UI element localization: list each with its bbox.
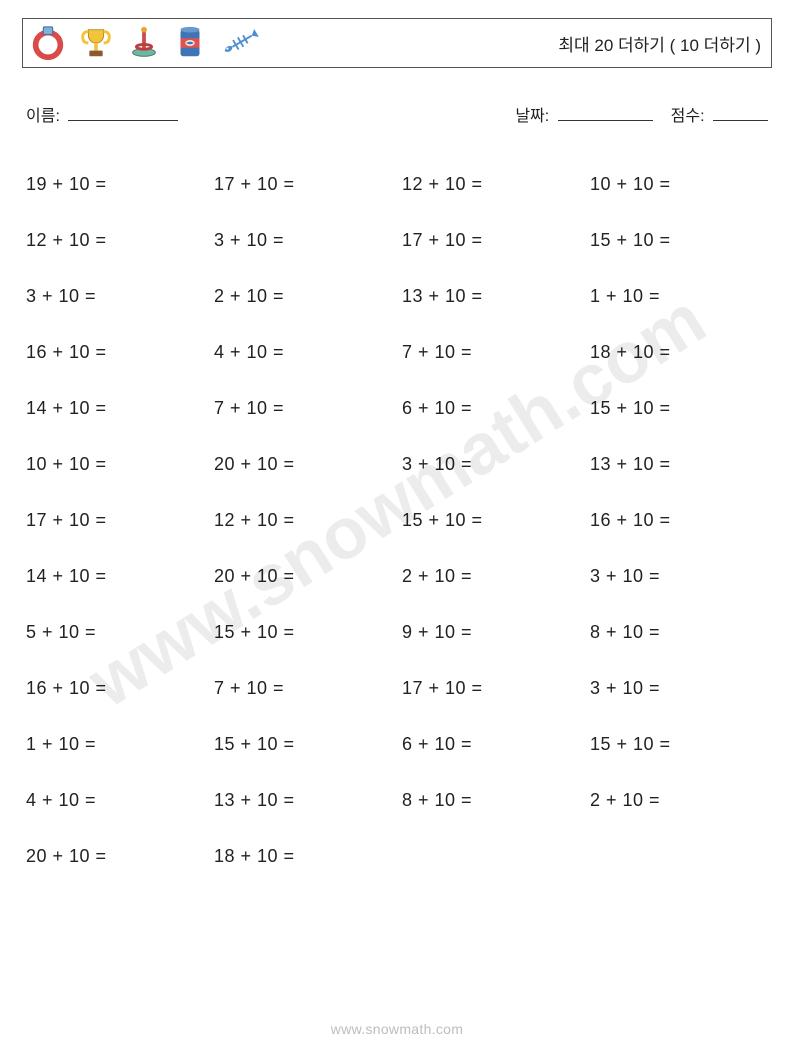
problem-cell: 4 + 10 = — [214, 324, 392, 380]
score-label: 점수: — [671, 108, 705, 125]
problem-cell: 2 + 10 = — [214, 268, 392, 324]
problem-cell: 3 + 10 = — [402, 436, 580, 492]
score-blank[interactable] — [713, 103, 768, 121]
problem-cell: 15 + 10 = — [214, 604, 392, 660]
problem-cell: 7 + 10 = — [214, 660, 392, 716]
problem-cell: 14 + 10 = — [26, 548, 204, 604]
header-box: 최대 20 더하기 ( 10 더하기 ) — [22, 18, 772, 68]
name-label: 이름: — [26, 108, 60, 125]
problem-cell: 16 + 10 = — [590, 492, 768, 548]
problem-cell: 17 + 10 = — [26, 492, 204, 548]
problem-cell: 10 + 10 = — [26, 436, 204, 492]
problem-cell: 8 + 10 = — [590, 604, 768, 660]
problem-cell: 17 + 10 = — [214, 156, 392, 212]
problem-cell: 3 + 10 = — [214, 212, 392, 268]
problem-cell: 12 + 10 = — [26, 212, 204, 268]
problem-cell: 6 + 10 = — [402, 716, 580, 772]
trophy-icon — [77, 24, 115, 62]
problem-cell: 16 + 10 = — [26, 324, 204, 380]
ring-icon — [29, 24, 67, 62]
problem-cell: 20 + 10 = — [26, 828, 204, 884]
problem-cell: 3 + 10 = — [590, 660, 768, 716]
meta-date: 날짜: — [515, 102, 652, 126]
problem-cell: 12 + 10 = — [214, 492, 392, 548]
problem-cell: 15 + 10 = — [590, 716, 768, 772]
problem-cell: 19 + 10 = — [26, 156, 204, 212]
problem-cell: 20 + 10 = — [214, 436, 392, 492]
worksheet-title: 최대 20 더하기 ( 10 더하기 ) — [558, 31, 761, 56]
problem-cell: 17 + 10 = — [402, 660, 580, 716]
problem-cell: 15 + 10 = — [214, 716, 392, 772]
problem-cell: 4 + 10 = — [26, 772, 204, 828]
problem-cell: 2 + 10 = — [402, 548, 580, 604]
problem-cell: 15 + 10 = — [590, 380, 768, 436]
problem-cell: 17 + 10 = — [402, 212, 580, 268]
problem-cell: 10 + 10 = — [590, 156, 768, 212]
footer-url: www.snowmath.com — [0, 1021, 794, 1037]
problem-cell: 1 + 10 = — [26, 716, 204, 772]
problems-grid: 19 + 10 =17 + 10 =12 + 10 =10 + 10 =12 +… — [22, 156, 772, 884]
problem-cell: 18 + 10 = — [214, 828, 392, 884]
problem-cell: 12 + 10 = — [402, 156, 580, 212]
problem-cell: 18 + 10 = — [590, 324, 768, 380]
name-blank[interactable] — [68, 103, 178, 121]
problem-cell: 3 + 10 = — [590, 548, 768, 604]
problem-cell: 14 + 10 = — [26, 380, 204, 436]
meta-name: 이름: — [26, 102, 178, 126]
problem-cell: 7 + 10 = — [214, 380, 392, 436]
problem-cell: 16 + 10 = — [26, 660, 204, 716]
problem-cell: 20 + 10 = — [214, 548, 392, 604]
date-label: 날짜: — [515, 108, 549, 125]
meta-score: 점수: — [671, 102, 768, 126]
problem-cell: 1 + 10 = — [590, 268, 768, 324]
problem-cell: 13 + 10 = — [590, 436, 768, 492]
problem-cell: 7 + 10 = — [402, 324, 580, 380]
meta-row: 이름: 날짜: 점수: — [22, 102, 772, 126]
problem-cell: 2 + 10 = — [590, 772, 768, 828]
problem-cell: 15 + 10 = — [402, 492, 580, 548]
problem-cell: 8 + 10 = — [402, 772, 580, 828]
problem-cell: 9 + 10 = — [402, 604, 580, 660]
problem-cell: 6 + 10 = — [402, 380, 580, 436]
date-blank[interactable] — [558, 103, 653, 121]
problem-cell: 15 + 10 = — [590, 212, 768, 268]
header-icons — [29, 24, 261, 62]
ring-toss-icon — [125, 24, 163, 62]
problem-cell: 3 + 10 = — [26, 268, 204, 324]
problem-cell: 13 + 10 = — [402, 268, 580, 324]
can-icon — [173, 24, 207, 62]
problem-cell: 13 + 10 = — [214, 772, 392, 828]
problem-cell: 5 + 10 = — [26, 604, 204, 660]
worksheet-page: 최대 20 더하기 ( 10 더하기 ) 이름: 날짜: 점수: 19 + 10… — [0, 0, 794, 1053]
fishbone-icon — [217, 25, 261, 61]
